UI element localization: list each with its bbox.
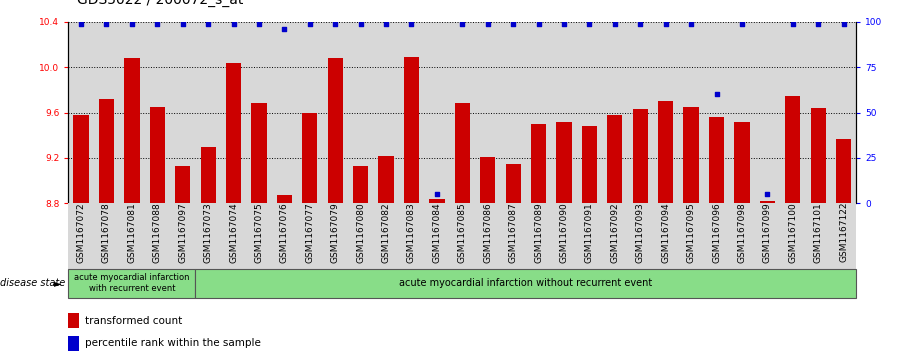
Bar <box>378 156 394 203</box>
Text: acute myocardial infarction without recurrent event: acute myocardial infarction without recu… <box>399 278 652 288</box>
Point <box>531 21 546 26</box>
Point <box>455 21 470 26</box>
Point <box>557 21 571 26</box>
Bar <box>760 201 775 203</box>
Bar <box>404 57 419 203</box>
Point <box>836 21 851 26</box>
Bar <box>531 124 547 203</box>
Bar <box>429 199 445 203</box>
Bar <box>175 166 190 203</box>
Bar <box>149 107 165 203</box>
Bar <box>455 103 470 203</box>
Point <box>582 21 597 26</box>
Point <box>251 21 266 26</box>
Point <box>150 21 165 26</box>
Point <box>480 21 495 26</box>
Point <box>506 21 520 26</box>
Point <box>125 21 139 26</box>
Point <box>200 21 215 26</box>
Bar <box>734 122 750 203</box>
Bar <box>251 103 267 203</box>
Point <box>379 21 394 26</box>
Bar <box>632 109 648 203</box>
Bar <box>353 166 368 203</box>
Bar <box>124 58 139 203</box>
Point <box>608 21 622 26</box>
Bar <box>226 63 241 203</box>
Point <box>99 21 114 26</box>
Point <box>760 191 774 197</box>
Bar <box>68 269 196 298</box>
Bar <box>608 115 622 203</box>
Point <box>659 21 673 26</box>
Point <box>328 21 343 26</box>
Bar <box>68 313 79 329</box>
Text: acute myocardial infarction
with recurrent event: acute myocardial infarction with recurre… <box>74 273 189 293</box>
Point <box>785 21 800 26</box>
Text: ►: ► <box>54 278 61 288</box>
Bar <box>658 101 673 203</box>
Bar <box>277 195 292 203</box>
Point <box>404 21 419 26</box>
Bar <box>557 122 571 203</box>
Bar <box>328 58 343 203</box>
Point <box>302 21 317 26</box>
Point <box>734 21 749 26</box>
Bar <box>74 115 88 203</box>
Bar <box>68 336 79 351</box>
Point <box>353 21 368 26</box>
Bar <box>836 139 851 203</box>
Point <box>633 21 648 26</box>
Point <box>710 91 724 97</box>
Bar <box>200 147 216 203</box>
Point <box>176 21 190 26</box>
Point <box>277 26 292 32</box>
Bar <box>302 113 317 203</box>
Point <box>226 21 241 26</box>
Bar <box>582 126 597 203</box>
Text: percentile rank within the sample: percentile rank within the sample <box>85 338 261 348</box>
Bar <box>98 99 114 203</box>
Bar <box>683 107 699 203</box>
Bar <box>709 117 724 203</box>
Bar <box>506 164 521 203</box>
Point <box>74 21 88 26</box>
Bar <box>785 95 801 203</box>
Point <box>811 21 825 26</box>
Text: transformed count: transformed count <box>85 316 182 326</box>
Text: disease state: disease state <box>0 278 66 288</box>
Point <box>684 21 699 26</box>
Point <box>430 191 445 197</box>
Bar <box>196 269 856 298</box>
Bar <box>480 157 496 203</box>
Bar <box>811 108 826 203</box>
Text: GDS5022 / 200072_s_at: GDS5022 / 200072_s_at <box>77 0 244 7</box>
